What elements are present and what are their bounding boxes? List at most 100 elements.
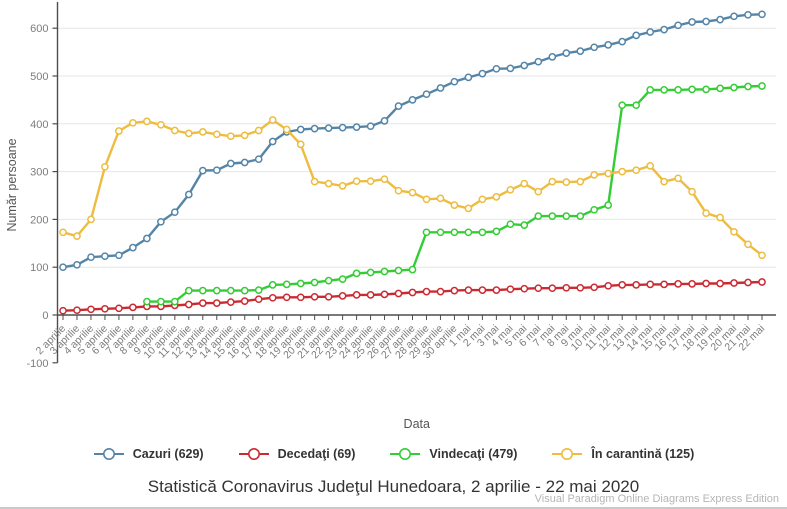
data-point[interactable] (87, 253, 95, 262)
data-point[interactable] (464, 286, 473, 294)
data-point[interactable] (254, 126, 263, 135)
data-point[interactable] (436, 228, 445, 237)
data-point[interactable] (268, 293, 277, 302)
data-point[interactable] (534, 284, 543, 293)
data-point[interactable] (492, 227, 501, 236)
data-point[interactable] (562, 212, 571, 220)
data-point[interactable] (268, 281, 277, 289)
data-point[interactable] (380, 175, 389, 184)
data-point[interactable] (492, 64, 501, 73)
data-point[interactable] (632, 101, 641, 110)
data-point[interactable] (758, 278, 766, 286)
data-point[interactable] (184, 286, 193, 295)
data-point[interactable] (422, 228, 431, 237)
data-point[interactable] (59, 306, 67, 315)
data-point[interactable] (436, 194, 445, 203)
data-point[interactable] (324, 292, 333, 301)
data-point[interactable] (702, 85, 710, 94)
data-point[interactable] (478, 228, 487, 237)
data-point[interactable] (296, 125, 305, 134)
data-point[interactable] (352, 123, 361, 131)
data-point[interactable] (394, 289, 403, 298)
data-point[interactable] (576, 47, 585, 55)
data-point[interactable] (59, 228, 67, 237)
data-point[interactable] (394, 266, 403, 275)
data-point[interactable] (548, 177, 557, 186)
data-point[interactable] (758, 251, 766, 260)
data-point[interactable] (520, 179, 529, 188)
data-point[interactable] (548, 284, 557, 293)
data-point[interactable] (226, 132, 235, 141)
data-point[interactable] (674, 86, 682, 94)
data-point[interactable] (226, 286, 235, 295)
data-point[interactable] (646, 28, 655, 36)
data-point[interactable] (562, 283, 571, 292)
data-point[interactable] (170, 297, 179, 306)
data-point[interactable] (394, 186, 403, 195)
data-point[interactable] (464, 73, 473, 82)
data-point[interactable] (464, 204, 473, 213)
data-point[interactable] (240, 286, 249, 295)
data-point[interactable] (646, 86, 655, 94)
data-point[interactable] (632, 166, 641, 175)
data-point[interactable] (394, 102, 403, 110)
data-point[interactable] (198, 299, 207, 307)
data-point[interactable] (702, 209, 710, 218)
data-point[interactable] (450, 286, 459, 295)
data-point[interactable] (548, 53, 557, 61)
data-point[interactable] (296, 293, 305, 302)
data-point[interactable] (660, 25, 668, 34)
data-point[interactable] (506, 64, 515, 73)
data-point[interactable] (73, 260, 81, 269)
data-point[interactable] (59, 263, 67, 272)
data-point[interactable] (618, 101, 627, 110)
data-point[interactable] (590, 43, 599, 52)
data-point[interactable] (240, 297, 249, 305)
data-point[interactable] (310, 124, 319, 133)
data-point[interactable] (660, 86, 668, 94)
data-point[interactable] (115, 304, 123, 313)
data-point[interactable] (450, 228, 459, 237)
data-point[interactable] (282, 125, 291, 134)
data-point[interactable] (436, 287, 445, 296)
data-point[interactable] (73, 232, 81, 240)
data-point[interactable] (562, 49, 571, 57)
data-point[interactable] (408, 288, 417, 297)
data-point[interactable] (282, 280, 291, 289)
data-point[interactable] (688, 280, 696, 288)
legend-item-cazuri-629[interactable]: Cazuri (629) (93, 447, 204, 461)
data-point[interactable] (254, 155, 263, 164)
data-point[interactable] (366, 122, 375, 131)
data-point[interactable] (562, 178, 571, 186)
data-point[interactable] (730, 83, 738, 92)
data-point[interactable] (198, 166, 207, 175)
data-point[interactable] (492, 193, 501, 201)
data-point[interactable] (646, 280, 655, 289)
data-point[interactable] (352, 269, 361, 278)
data-point[interactable] (520, 221, 529, 229)
data-point[interactable] (674, 21, 682, 30)
data-point[interactable] (576, 177, 585, 186)
data-point[interactable] (310, 278, 319, 287)
data-point[interactable] (450, 201, 459, 209)
data-point[interactable] (324, 124, 333, 132)
data-point[interactable] (184, 190, 193, 199)
data-point[interactable] (157, 217, 165, 226)
data-point[interactable] (170, 208, 179, 217)
data-point[interactable] (366, 177, 375, 186)
data-point[interactable] (310, 292, 319, 301)
data-point[interactable] (73, 306, 81, 315)
data-point[interactable] (604, 201, 613, 209)
data-point[interactable] (604, 281, 613, 290)
data-point[interactable] (408, 188, 417, 197)
data-point[interactable] (212, 166, 221, 175)
data-point[interactable] (604, 41, 613, 49)
data-point[interactable] (212, 286, 221, 295)
data-point[interactable] (240, 158, 249, 167)
data-point[interactable] (674, 174, 682, 183)
data-point[interactable] (324, 276, 333, 285)
data-point[interactable] (744, 82, 752, 91)
data-point[interactable] (254, 286, 263, 294)
data-point[interactable] (422, 195, 431, 204)
data-point[interactable] (184, 300, 193, 309)
